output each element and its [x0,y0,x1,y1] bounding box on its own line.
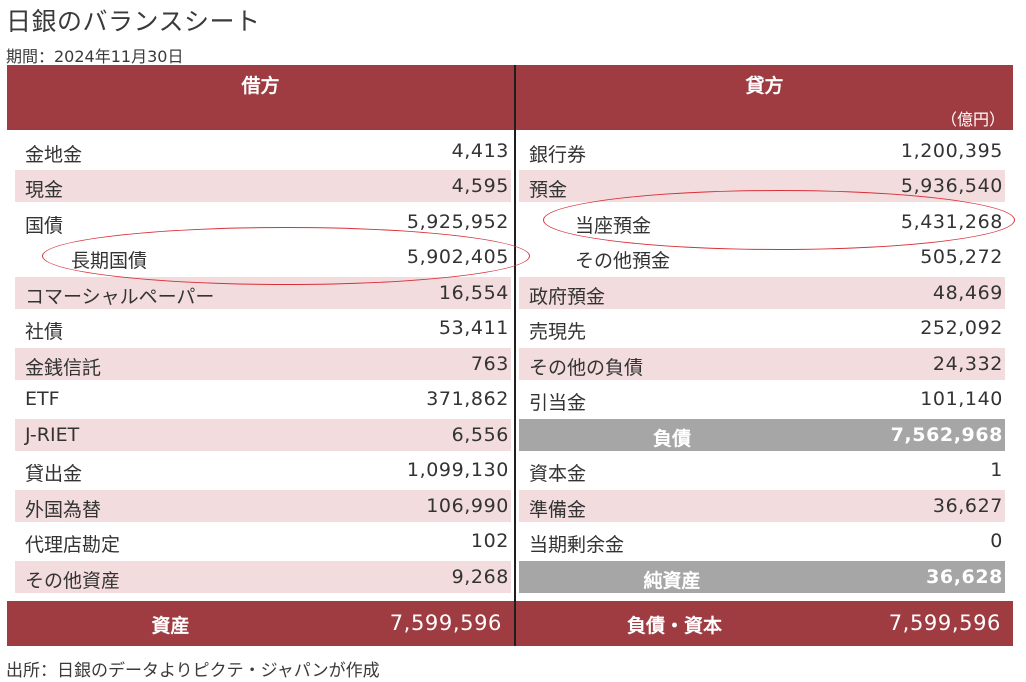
asset-value: 5,902,405 [406,246,509,268]
asset-value: 4,413 [451,140,509,162]
asset-value: 5,925,952 [406,211,509,233]
liability-name: 引当金 [529,392,587,414]
liability-value: 5,431,268 [900,211,1003,233]
liability-value: 1 [990,459,1003,481]
asset-value: 6,556 [451,424,509,446]
asset-row: ETF 371,862 [15,383,511,415]
asset-value: 106,990 [426,495,509,517]
asset-value: 4,595 [451,175,509,197]
assets-total-row: 資産 7,599,596 [7,601,514,646]
page-title: 日銀のバランスシート [6,7,261,36]
asset-row: J-RIET 6,556 [15,419,511,451]
net-assets-subtotal-value: 36,628 [926,566,1003,588]
asset-row: 外国為替 106,990 [15,490,511,522]
liability-row: 引当金 101,140 [519,383,1005,415]
liability-value: 24,332 [932,353,1003,375]
liabilities-total-label: 負債・資本 [626,615,722,637]
asset-row: 長期国債 5,902,405 [15,241,511,273]
assets-header: 借方 [7,65,514,130]
balance-sheet-table: 借方 貸方 （億円） 金地金 4,413 現金 4,595 国債 5,925,952 … [7,65,1013,646]
liability-row: 当期剰余金 0 [519,525,1005,557]
column-divider [514,65,516,646]
liabilities-header: 貸方 （億円） [516,65,1013,130]
asset-row: コマーシャルペーパー 16,554 [15,277,511,309]
asset-row: 社債 53,411 [15,312,511,344]
liability-name: 売現先 [529,321,587,343]
liability-row: その他の負債 24,332 [519,348,1005,380]
liabilities-total-row: 負債・資本 7,599,596 [516,601,1013,646]
asset-row: 国債 5,925,952 [15,206,511,238]
liability-value: 0 [990,530,1003,552]
liability-name: 政府預金 [529,286,606,308]
source-note: 出所：日銀のデータよりピクテ・ジャパンが作成 [6,661,380,681]
liability-name: 当期剰余金 [529,534,625,556]
asset-name: 金地金 [25,144,83,166]
liability-value: 252,092 [920,317,1003,339]
asset-row: 貸出金 1,099,130 [15,454,511,486]
liability-row: 当座預金 5,431,268 [519,206,1005,238]
liability-value: 36,627 [932,495,1003,517]
period-label: 期間：2024年11月30日 [6,47,184,66]
assets-total-value: 7,599,596 [389,611,502,635]
liability-value: 5,936,540 [900,175,1003,197]
asset-value: 102 [470,530,509,552]
asset-row: 金地金 4,413 [15,135,511,167]
asset-value: 371,862 [426,388,509,410]
asset-row: その他資産 9,268 [15,561,511,593]
liabilities-header-label: 貸方 [745,75,784,97]
liability-row: 預金 5,936,540 [519,170,1005,202]
asset-name: J-RIET [25,424,80,446]
asset-name: コマーシャルペーパー [25,286,215,308]
liability-name: その他の負債 [529,357,644,379]
liability-name: その他預金 [575,250,671,272]
asset-name: その他資産 [25,570,121,592]
asset-row: 金銭信託 763 [15,348,511,380]
asset-value: 53,411 [438,317,509,339]
liabilities-subtotal-value: 7,562,968 [890,424,1003,446]
liability-name: 準備金 [529,499,587,521]
liabilities-subtotal-label: 負債 [652,428,691,450]
liability-row: 準備金 36,627 [519,490,1005,522]
liability-name: 銀行券 [529,144,587,166]
asset-row: 代理店勘定 102 [15,525,511,557]
asset-name: 長期国債 [71,250,148,272]
liability-row: 銀行券 1,200,395 [519,135,1005,167]
asset-value: 16,554 [438,282,509,304]
asset-name: ETF [25,388,60,410]
asset-name: 国債 [25,215,64,237]
liability-name: 預金 [529,179,568,201]
liability-row: その他預金 505,272 [519,241,1005,273]
liability-value: 1,200,395 [900,140,1003,162]
asset-value: 9,268 [451,566,509,588]
assets-total-label: 資産 [151,615,190,637]
net-assets-subtotal-label: 純資産 [643,570,701,592]
liability-row: 政府預金 48,469 [519,277,1005,309]
asset-value: 1,099,130 [406,459,509,481]
liability-name: 資本金 [529,463,587,485]
assets-header-label: 借方 [241,75,280,97]
asset-name: 代理店勘定 [25,534,121,556]
liability-row: 資本金 1 [519,454,1005,486]
liability-value: 505,272 [920,246,1003,268]
net-assets-subtotal-row: 純資産 36,628 [519,561,1005,593]
liabilities-total-value: 7,599,596 [888,611,1001,635]
asset-name: 社債 [25,321,64,343]
asset-name: 外国為替 [25,499,102,521]
liability-value: 101,140 [920,388,1003,410]
liability-value: 48,469 [932,282,1003,304]
asset-name: 金銭信託 [25,357,102,379]
asset-name: 現金 [25,179,64,201]
liability-name: 当座預金 [575,215,652,237]
asset-name: 貸出金 [25,463,83,485]
asset-value: 763 [470,353,509,375]
unit-label: （億円） [940,110,1005,129]
asset-row: 現金 4,595 [15,170,511,202]
liabilities-subtotal-row: 負債 7,562,968 [519,419,1005,451]
liability-row: 売現先 252,092 [519,312,1005,344]
